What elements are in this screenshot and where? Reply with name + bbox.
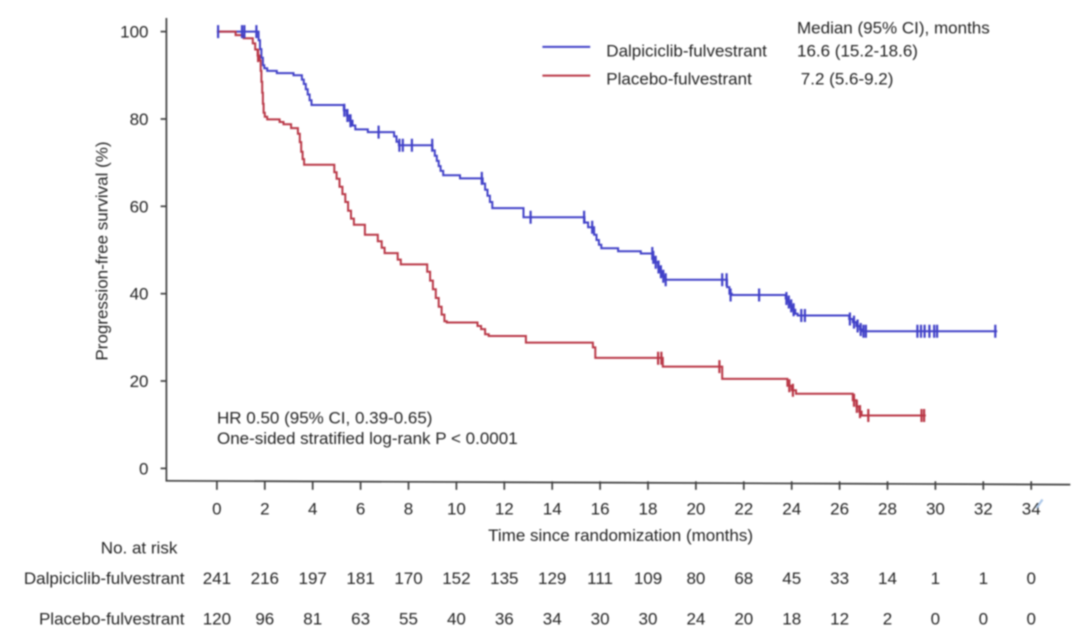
svg-text:Dalpiciclib-fulvestrant: Dalpiciclib-fulvestrant [606, 41, 767, 60]
svg-text:16.6 (15.2-18.6): 16.6 (15.2-18.6) [797, 41, 918, 60]
svg-text:30: 30 [926, 500, 945, 519]
svg-text:20: 20 [686, 500, 705, 519]
svg-text:4: 4 [308, 500, 317, 519]
svg-text:7.2 (5.6-9.2): 7.2 (5.6-9.2) [801, 70, 894, 89]
svg-text:34: 34 [1022, 500, 1041, 519]
svg-text:80: 80 [686, 569, 705, 588]
svg-text:60: 60 [130, 197, 149, 216]
svg-text:170: 170 [394, 569, 422, 588]
svg-text:26: 26 [830, 500, 849, 519]
svg-text:14: 14 [543, 500, 562, 519]
svg-text:14: 14 [878, 569, 897, 588]
svg-text:8: 8 [404, 500, 413, 519]
svg-text:28: 28 [878, 500, 897, 519]
svg-text:0: 0 [212, 500, 221, 519]
svg-text:20: 20 [130, 372, 149, 391]
svg-text:Median (95% CI), months: Median (95% CI), months [797, 19, 990, 38]
svg-text:0: 0 [1026, 609, 1035, 628]
svg-text:10: 10 [447, 500, 466, 519]
svg-text:Dalpiciclib-fulvestrant: Dalpiciclib-fulvestrant [24, 569, 185, 588]
svg-text:One-sided stratified log-rank: One-sided stratified log-rank P < 0.0001 [217, 429, 518, 448]
svg-text:0: 0 [931, 609, 940, 628]
svg-text:20: 20 [734, 609, 753, 628]
svg-text:No. at risk: No. at risk [101, 538, 178, 557]
svg-text:24: 24 [686, 609, 705, 628]
svg-text:0: 0 [1026, 569, 1035, 588]
svg-text:68: 68 [734, 569, 753, 588]
svg-text:24: 24 [782, 500, 801, 519]
svg-text:120: 120 [203, 609, 231, 628]
svg-text:2: 2 [260, 500, 269, 519]
svg-text:96: 96 [255, 609, 274, 628]
svg-text:34: 34 [543, 609, 562, 628]
svg-text:12: 12 [495, 500, 514, 519]
svg-text:Placebo-fulvestrant: Placebo-fulvestrant [39, 609, 185, 628]
svg-text:100: 100 [120, 23, 148, 42]
svg-text:2: 2 [883, 609, 892, 628]
svg-text:63: 63 [351, 609, 370, 628]
svg-text:16: 16 [591, 500, 610, 519]
svg-text:152: 152 [442, 569, 470, 588]
svg-text:40: 40 [447, 609, 466, 628]
svg-text:Placebo-fulvestrant: Placebo-fulvestrant [606, 70, 752, 89]
svg-text:Time since randomization (mont: Time since randomization (months) [488, 526, 753, 545]
svg-text:6: 6 [356, 500, 365, 519]
svg-text:Progression-free survival (%): Progression-free survival (%) [93, 141, 112, 360]
svg-text:1: 1 [979, 569, 988, 588]
svg-text:40: 40 [130, 285, 149, 304]
svg-text:197: 197 [299, 569, 327, 588]
svg-text:36: 36 [495, 609, 514, 628]
svg-text:216: 216 [251, 569, 279, 588]
svg-text:1: 1 [931, 569, 940, 588]
svg-text:12: 12 [830, 609, 849, 628]
svg-text:135: 135 [490, 569, 518, 588]
svg-text:18: 18 [782, 609, 801, 628]
svg-text:129: 129 [538, 569, 566, 588]
svg-text:33: 33 [830, 569, 849, 588]
svg-text:18: 18 [639, 500, 658, 519]
svg-text:80: 80 [130, 110, 149, 129]
svg-text:181: 181 [346, 569, 374, 588]
svg-text:241: 241 [203, 569, 231, 588]
svg-text:22: 22 [734, 500, 753, 519]
svg-text:30: 30 [639, 609, 658, 628]
svg-text:HR 0.50 (95% CI, 0.39-0.65): HR 0.50 (95% CI, 0.39-0.65) [217, 408, 432, 427]
svg-text:32: 32 [974, 500, 993, 519]
svg-text:30: 30 [591, 609, 610, 628]
svg-text:55: 55 [399, 609, 418, 628]
svg-text:111: 111 [587, 569, 613, 588]
svg-text:109: 109 [634, 569, 662, 588]
svg-text:0: 0 [139, 459, 148, 478]
svg-text:0: 0 [979, 609, 988, 628]
svg-text:45: 45 [782, 569, 801, 588]
svg-text:81: 81 [303, 609, 322, 628]
